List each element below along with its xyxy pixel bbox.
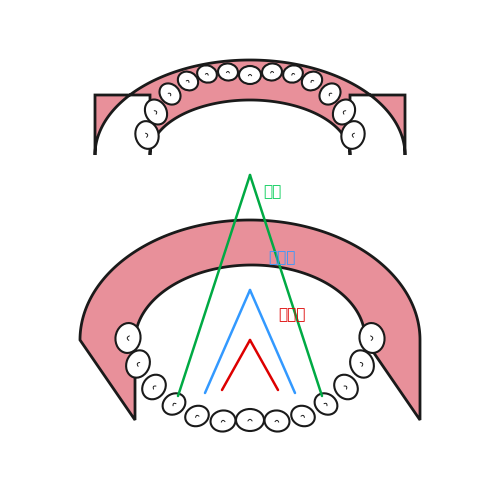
Ellipse shape [126, 350, 150, 378]
Polygon shape [95, 60, 405, 155]
Ellipse shape [291, 406, 315, 426]
Ellipse shape [360, 323, 384, 353]
Ellipse shape [334, 374, 358, 400]
Polygon shape [80, 220, 420, 420]
Ellipse shape [178, 72, 198, 90]
Ellipse shape [218, 64, 238, 80]
Text: 側切歯: 側切歯 [268, 250, 295, 266]
Ellipse shape [142, 374, 166, 400]
Ellipse shape [136, 121, 158, 149]
Ellipse shape [320, 84, 340, 104]
Ellipse shape [160, 84, 180, 104]
Ellipse shape [236, 409, 264, 431]
Ellipse shape [283, 66, 303, 82]
Text: 中切歯: 中切歯 [278, 308, 305, 322]
Ellipse shape [333, 100, 355, 124]
Ellipse shape [210, 410, 236, 432]
Ellipse shape [262, 64, 282, 80]
Ellipse shape [185, 406, 209, 426]
Text: 犬歯: 犬歯 [263, 184, 281, 200]
Ellipse shape [342, 121, 364, 149]
Ellipse shape [197, 66, 217, 82]
Ellipse shape [302, 72, 322, 90]
Ellipse shape [350, 350, 374, 378]
Ellipse shape [116, 323, 140, 353]
Ellipse shape [145, 100, 167, 124]
Ellipse shape [239, 66, 261, 84]
Ellipse shape [264, 410, 289, 432]
Ellipse shape [314, 394, 338, 414]
Ellipse shape [162, 394, 186, 414]
